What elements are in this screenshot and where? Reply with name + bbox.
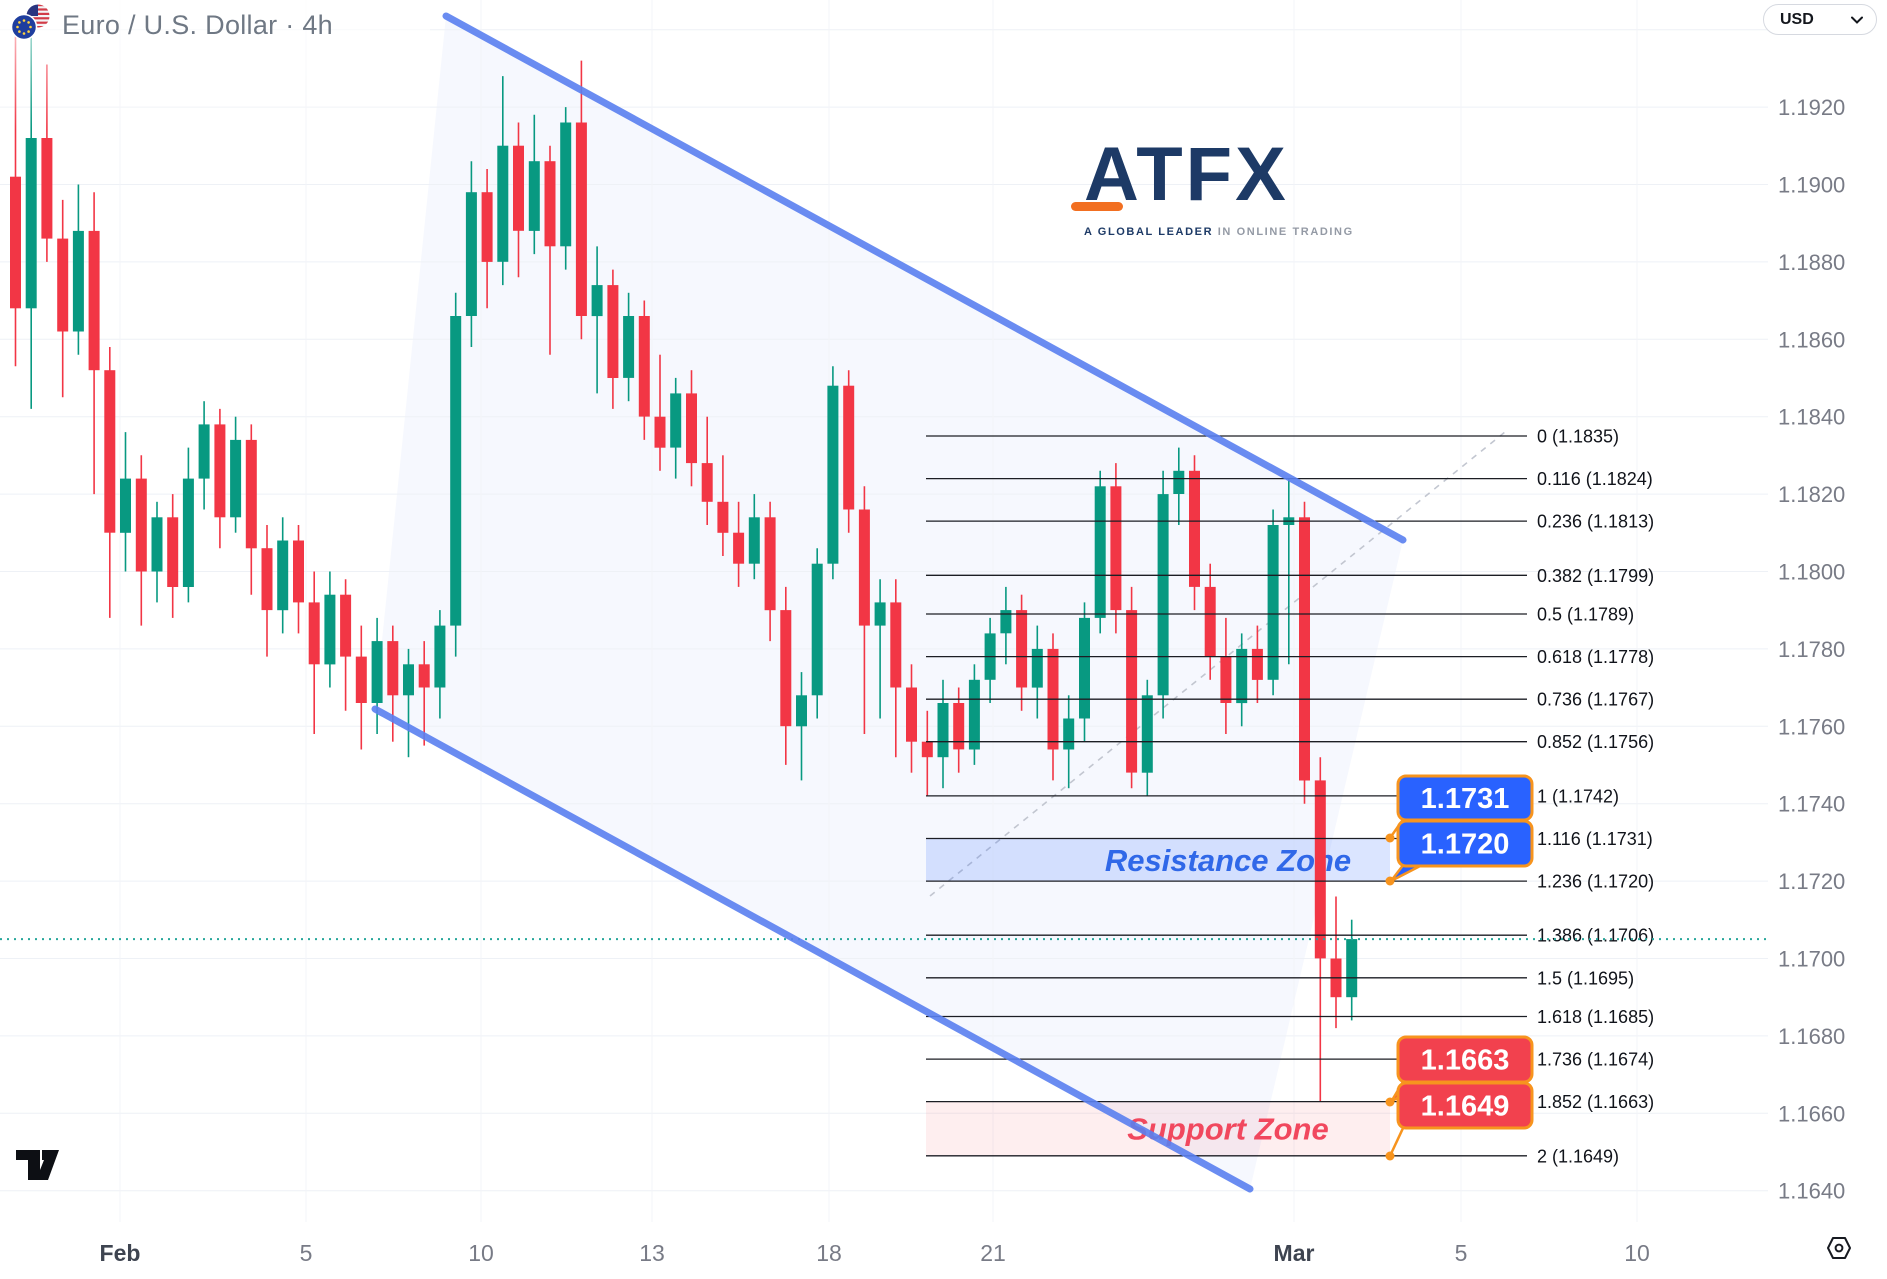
support-zone-rect[interactable] bbox=[926, 1101, 1390, 1156]
callout-leader bbox=[1388, 1125, 1406, 1157]
svg-text:10: 10 bbox=[1624, 1240, 1650, 1266]
channel-upper-trendline[interactable] bbox=[442, 12, 1407, 544]
fib-level-label: 1.736 (1.1674) bbox=[1537, 1050, 1654, 1070]
svg-text:21: 21 bbox=[980, 1240, 1006, 1266]
drawing-handle-dot[interactable] bbox=[1385, 876, 1395, 886]
fib-level-label: 1.236 (1.1720) bbox=[1537, 872, 1654, 892]
svg-text:1.1663: 1.1663 bbox=[1421, 1045, 1510, 1077]
fib-level-label: 1.116 (1.1731) bbox=[1537, 829, 1653, 849]
hexagon-eye-icon[interactable] bbox=[1824, 1234, 1854, 1267]
channel-fill bbox=[375, 16, 1403, 1189]
svg-text:Feb: Feb bbox=[100, 1240, 141, 1266]
fib-level-label: 0 (1.1835) bbox=[1537, 427, 1619, 447]
price-callout-1.1649[interactable] bbox=[1396, 1081, 1534, 1130]
fib-dashed-trendline bbox=[929, 431, 1506, 897]
symbol-header[interactable]: Euro / U.S. Dollar · 4h bbox=[10, 2, 333, 49]
svg-text:5: 5 bbox=[300, 1240, 313, 1266]
fib-extension[interactable]: 0 (1.1835) 0.116 (1.1824) 0.236 (1.1813) 0.… bbox=[926, 427, 1654, 1167]
svg-text:1.1860: 1.1860 bbox=[1778, 327, 1845, 352]
svg-text:Mar: Mar bbox=[1274, 1240, 1315, 1266]
fib-level-label: 1.386 (1.1706) bbox=[1537, 926, 1654, 946]
channel-lower-trendline[interactable] bbox=[371, 705, 1254, 1193]
vertical-gridlines bbox=[119, 0, 1638, 1222]
svg-text:5: 5 bbox=[1455, 1240, 1468, 1266]
resistance-zone-label: Resistance Zone bbox=[1105, 843, 1351, 878]
drawing-handle-dot[interactable] bbox=[1385, 833, 1395, 843]
svg-text:1.1840: 1.1840 bbox=[1778, 405, 1845, 430]
fib-level-label: 0.236 (1.1813) bbox=[1537, 512, 1654, 532]
svg-text:1.1780: 1.1780 bbox=[1778, 637, 1845, 662]
svg-text:1.1700: 1.1700 bbox=[1778, 947, 1845, 972]
svg-text:1.1740: 1.1740 bbox=[1778, 792, 1845, 817]
svg-text:1.1731: 1.1731 bbox=[1421, 783, 1510, 815]
fib-level-label: 1.852 (1.1663) bbox=[1537, 1092, 1654, 1112]
chevron-down-icon bbox=[1851, 11, 1863, 29]
currency-selector-value: USD bbox=[1780, 10, 1814, 28]
fib-level-label: 0.382 (1.1799) bbox=[1537, 566, 1654, 586]
atfx-logo-bar bbox=[1071, 202, 1123, 211]
currency-selector[interactable]: USD bbox=[1763, 4, 1877, 35]
svg-text:1.1900: 1.1900 bbox=[1778, 173, 1845, 198]
svg-text:1.1800: 1.1800 bbox=[1778, 560, 1845, 585]
atfx-logo: ATFX bbox=[1071, 137, 1354, 213]
price-callouts: 1.1731 1.1720 1.1663 1.1649 bbox=[1385, 774, 1534, 1161]
price-axis[interactable]: 1.1920 1.1900 1.1880 1.1860 1.1840 1.1820 1.18… bbox=[1778, 95, 1845, 1204]
symbol-title: Euro / U.S. Dollar · 4h bbox=[62, 10, 333, 40]
fib-level-label: 0.736 (1.1767) bbox=[1537, 690, 1654, 710]
resistance-zone-rect[interactable] bbox=[926, 838, 1390, 882]
fib-level-label: 2 (1.1649) bbox=[1537, 1146, 1619, 1166]
fib-level-label: 0.116 (1.1824) bbox=[1537, 469, 1653, 489]
svg-text:13: 13 bbox=[639, 1240, 665, 1266]
svg-text:1.1720: 1.1720 bbox=[1778, 869, 1845, 894]
svg-text:10: 10 bbox=[468, 1240, 494, 1266]
fib-level-label: 0.5 (1.1789) bbox=[1537, 605, 1634, 625]
drawing-handle-dot[interactable] bbox=[1385, 1097, 1395, 1107]
top-fade bbox=[0, 0, 430, 130]
atfx-tagline: A GLOBAL LEADER IN ONLINE TRADING bbox=[1084, 226, 1354, 238]
svg-text:1.1660: 1.1660 bbox=[1778, 1101, 1845, 1126]
svg-text:1.1649: 1.1649 bbox=[1421, 1091, 1510, 1123]
atfx-watermark: ATFX A GLOBAL LEADER IN ONLINE TRADING bbox=[1071, 137, 1354, 238]
svg-text:1.1820: 1.1820 bbox=[1778, 482, 1845, 507]
fib-level-label: 1.5 (1.1695) bbox=[1537, 968, 1634, 988]
svg-text:1.1680: 1.1680 bbox=[1778, 1024, 1845, 1049]
svg-text:1.1880: 1.1880 bbox=[1778, 250, 1845, 275]
fib-level-label: 1.618 (1.1685) bbox=[1537, 1007, 1654, 1027]
svg-text:1.1640: 1.1640 bbox=[1778, 1179, 1845, 1204]
fib-level-label: 0.618 (1.1778) bbox=[1537, 647, 1654, 667]
fib-level-label: 0.852 (1.1756) bbox=[1537, 732, 1654, 752]
svg-text:1.1920: 1.1920 bbox=[1778, 95, 1845, 120]
eurusd-pair-icon bbox=[10, 2, 52, 49]
fib-level-label: 1 (1.1742) bbox=[1537, 786, 1619, 806]
svg-text:18: 18 bbox=[816, 1240, 842, 1266]
price-callout-1.1720[interactable] bbox=[1396, 819, 1534, 868]
drawing-handle-dot[interactable] bbox=[1385, 1151, 1395, 1161]
tradingview-logo[interactable] bbox=[14, 1148, 62, 1189]
svg-text:1.1760: 1.1760 bbox=[1778, 714, 1845, 739]
svg-text:1.1720: 1.1720 bbox=[1421, 829, 1510, 861]
time-axis[interactable]: Feb 5 10 13 18 21 Mar 5 10 bbox=[100, 1240, 1650, 1266]
